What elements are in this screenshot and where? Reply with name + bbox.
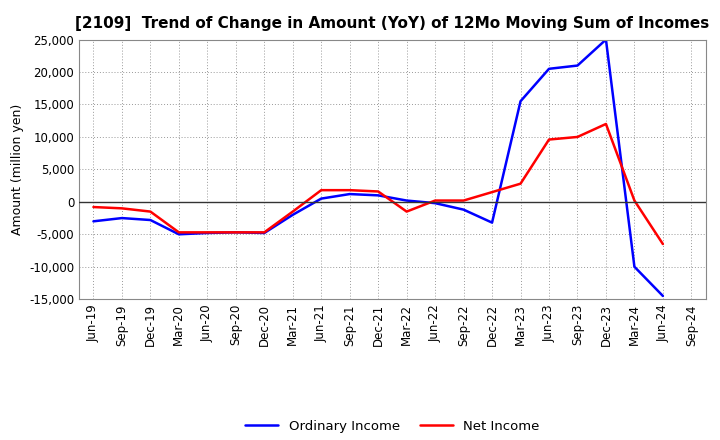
Ordinary Income	[232, 230, 240, 235]
Net Income	[374, 189, 382, 194]
Ordinary Income	[146, 217, 155, 223]
Ordinary Income	[659, 293, 667, 299]
Net Income	[487, 190, 496, 195]
Net Income	[203, 230, 212, 235]
Net Income	[402, 209, 411, 214]
Ordinary Income	[630, 264, 639, 269]
Net Income	[573, 134, 582, 139]
Ordinary Income	[89, 219, 98, 224]
Ordinary Income	[516, 99, 525, 104]
Ordinary Income	[545, 66, 554, 71]
Ordinary Income	[459, 207, 468, 212]
Line: Net Income: Net Income	[94, 124, 663, 244]
Ordinary Income	[317, 196, 325, 201]
Net Income	[602, 121, 611, 127]
Net Income	[174, 230, 183, 235]
Net Income	[346, 187, 354, 193]
Net Income	[260, 230, 269, 235]
Ordinary Income	[346, 191, 354, 197]
Line: Ordinary Income: Ordinary Income	[94, 40, 663, 296]
Ordinary Income	[374, 193, 382, 198]
Net Income	[289, 209, 297, 214]
Ordinary Income	[260, 231, 269, 236]
Ordinary Income	[203, 231, 212, 236]
Ordinary Income	[487, 220, 496, 225]
Ordinary Income	[174, 231, 183, 237]
Legend: Ordinary Income, Net Income: Ordinary Income, Net Income	[240, 415, 545, 438]
Net Income	[431, 198, 439, 203]
Ordinary Income	[573, 63, 582, 68]
Y-axis label: Amount (million yen): Amount (million yen)	[11, 104, 24, 235]
Title: [2109]  Trend of Change in Amount (YoY) of 12Mo Moving Sum of Incomes: [2109] Trend of Change in Amount (YoY) o…	[76, 16, 709, 32]
Net Income	[89, 205, 98, 210]
Net Income	[117, 205, 126, 211]
Net Income	[516, 181, 525, 186]
Ordinary Income	[602, 37, 611, 42]
Ordinary Income	[402, 198, 411, 203]
Ordinary Income	[431, 201, 439, 206]
Net Income	[545, 137, 554, 142]
Net Income	[232, 230, 240, 235]
Net Income	[146, 209, 155, 214]
Net Income	[317, 187, 325, 193]
Net Income	[630, 198, 639, 203]
Net Income	[459, 198, 468, 203]
Net Income	[659, 242, 667, 247]
Ordinary Income	[289, 212, 297, 217]
Ordinary Income	[117, 216, 126, 221]
